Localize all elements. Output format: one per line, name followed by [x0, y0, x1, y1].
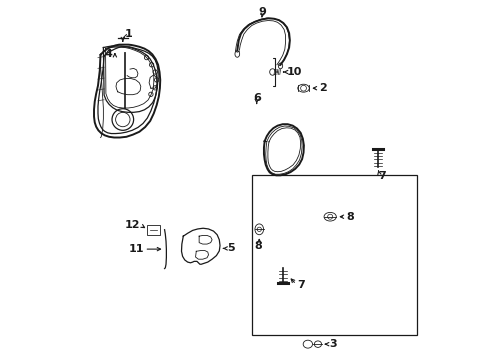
Text: 12: 12: [124, 220, 140, 230]
Text: 6: 6: [252, 93, 260, 103]
Text: 7: 7: [296, 280, 304, 290]
Text: 10: 10: [286, 67, 302, 77]
Bar: [251, 175, 416, 335]
Text: 11: 11: [128, 244, 143, 254]
Text: 8: 8: [253, 241, 261, 251]
Text: 4: 4: [104, 49, 112, 59]
Text: 2: 2: [318, 83, 326, 93]
Text: 1: 1: [124, 29, 132, 39]
Text: 8: 8: [346, 212, 353, 222]
Text: 5: 5: [227, 243, 234, 253]
Text: 7: 7: [377, 171, 385, 181]
Text: 3: 3: [329, 339, 336, 349]
Text: 9: 9: [258, 7, 266, 17]
